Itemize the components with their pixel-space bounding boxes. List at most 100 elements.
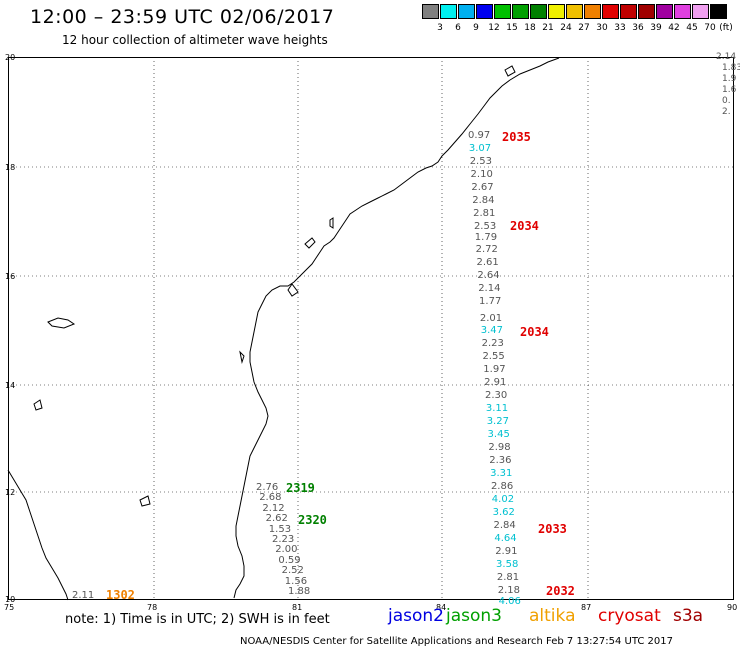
edge-value: 2. [722,107,731,117]
wave-height-value: 2.91 [495,546,518,557]
scale-swatch [674,4,691,19]
satellite-legend-cryosat: cryosat [598,606,661,626]
pass-time-label: 2035 [502,130,531,144]
wave-height-value: 2.62 [265,513,288,525]
scale-label: 30 [596,23,608,33]
wave-height-value: 4.02 [491,494,515,505]
wave-height-value: 2.68 [259,492,282,504]
x-tick-label: 90 [727,603,738,612]
wave-height-value: 2.72 [475,244,498,255]
wave-height-value: 0.59 [278,554,301,566]
pass-time-label: 2319 [286,481,315,495]
scale-label: 9 [473,23,479,33]
scale-label: 27 [578,23,590,33]
wave-height-value: 2.76 [256,482,279,493]
x-tick-label: 81 [292,603,303,612]
credit-line: NOAA/NESDIS Center for Satellite Applica… [240,636,673,647]
scale-label: 21 [542,23,554,33]
edge-value: 1.83 [722,63,740,73]
pass-time-label: 2034 [510,219,539,233]
wave-height-value: 2.18 [497,585,521,596]
scale-swatch [458,4,475,19]
scale-swatch [602,4,619,19]
wave-height-value: 1.53 [268,523,292,535]
map-frame [8,57,734,600]
wave-height-value: 3.45 [487,429,510,440]
x-tick-label: 87 [581,603,592,612]
satellite-legend-jason3: jason3 [446,606,502,626]
wave-height-value: 2.55 [482,351,505,362]
pass-time-label: 2032 [546,584,575,598]
wave-height-value: 2.12 [262,502,285,514]
wave-height-value: 2.11 [72,590,95,601]
wave-height-value: 2.64 [477,270,500,281]
scale-label: 39 [650,23,662,33]
wave-height-value: 2.36 [489,455,512,466]
grid-lines [8,57,734,600]
map-subtitle: 12 hour collection of altimeter wave hei… [62,33,328,47]
scale-label: 3 [437,23,443,33]
wave-height-value: 2.53 [473,221,497,232]
scale-swatch [566,4,583,19]
scale-label: 15 [506,23,518,33]
wave-height-value: 2.84 [493,520,516,531]
wave-height-value: 1.56 [284,575,308,587]
scale-swatch [548,4,565,19]
wave-height-value: 3.11 [485,403,509,414]
wave-height-value: 2.10 [470,169,493,180]
scale-label: 24 [560,23,572,33]
wave-height-value: 3.62 [492,507,515,518]
wave-height-value: 3.27 [486,416,509,427]
wave-height-value: 2.00 [275,544,298,556]
wave-height-value: 4.06 [498,596,521,607]
scale-swatch [422,4,439,19]
scale-label: 12 [488,23,500,33]
scale-label: 70 [704,23,716,33]
x-tick-label: 75 [4,603,15,612]
wave-height-value: 2.67 [471,182,494,193]
y-tick-label: 14 [5,381,16,390]
wave-height-value: 2.14 [478,283,501,294]
wave-height-value: 3.47 [480,325,504,336]
wave-height-value: 2.30 [485,390,508,401]
edge-value: 1.9 [722,74,737,84]
map-title: 12:00 – 23:59 UTC 02/06/2017 [30,6,335,28]
wave-height-value: 1.77 [479,296,502,307]
wave-height-value: 2.23 [481,338,504,349]
wave-height-value: 4.64 [494,533,517,544]
wave-height-value: 2.98 [488,442,511,453]
x-tick-label: 84 [436,603,447,612]
scale-label: 33 [614,23,626,33]
wave-height-value: 2.52 [281,565,304,577]
wave-height-value: 2.84 [472,195,495,206]
wave-height-value: 1.79 [474,232,498,243]
scale-swatch [530,4,547,19]
edge-value: 2.14 [716,52,737,62]
scale-swatch [620,4,637,19]
coastline-west [7,469,69,601]
scale-label: 6 [455,23,461,33]
scale-label: 36 [632,23,644,33]
scale-swatch [638,4,655,19]
scale-swatch [584,4,601,19]
satellite-legend-altika: altika [529,606,576,626]
scale-swatch [440,4,457,19]
wave-height-value: 1.88 [288,586,311,597]
wave-height-value: 2.23 [272,534,295,545]
y-tick-label: 16 [5,272,16,281]
x-tick-label: 78 [147,603,158,612]
scale-unit: (ft) [719,23,733,33]
scale-swatch [476,4,493,19]
pass-time-label: 2033 [538,522,567,536]
pass-time-label: 2034 [520,325,549,339]
pass-time-label: 2320 [298,513,327,527]
scale-swatch [692,4,709,19]
scale-label: 42 [668,23,680,33]
y-tick-label: 12 [5,488,16,497]
footer-note: note: 1) Time is in UTC; 2) SWH is in fe… [65,612,330,627]
scale-swatch [512,4,529,19]
wave-height-value: 0.97 [468,130,491,141]
wave-height-value: 2.01 [479,313,503,324]
coastline-east [233,57,560,599]
wave-height-value: 2.81 [496,572,520,583]
